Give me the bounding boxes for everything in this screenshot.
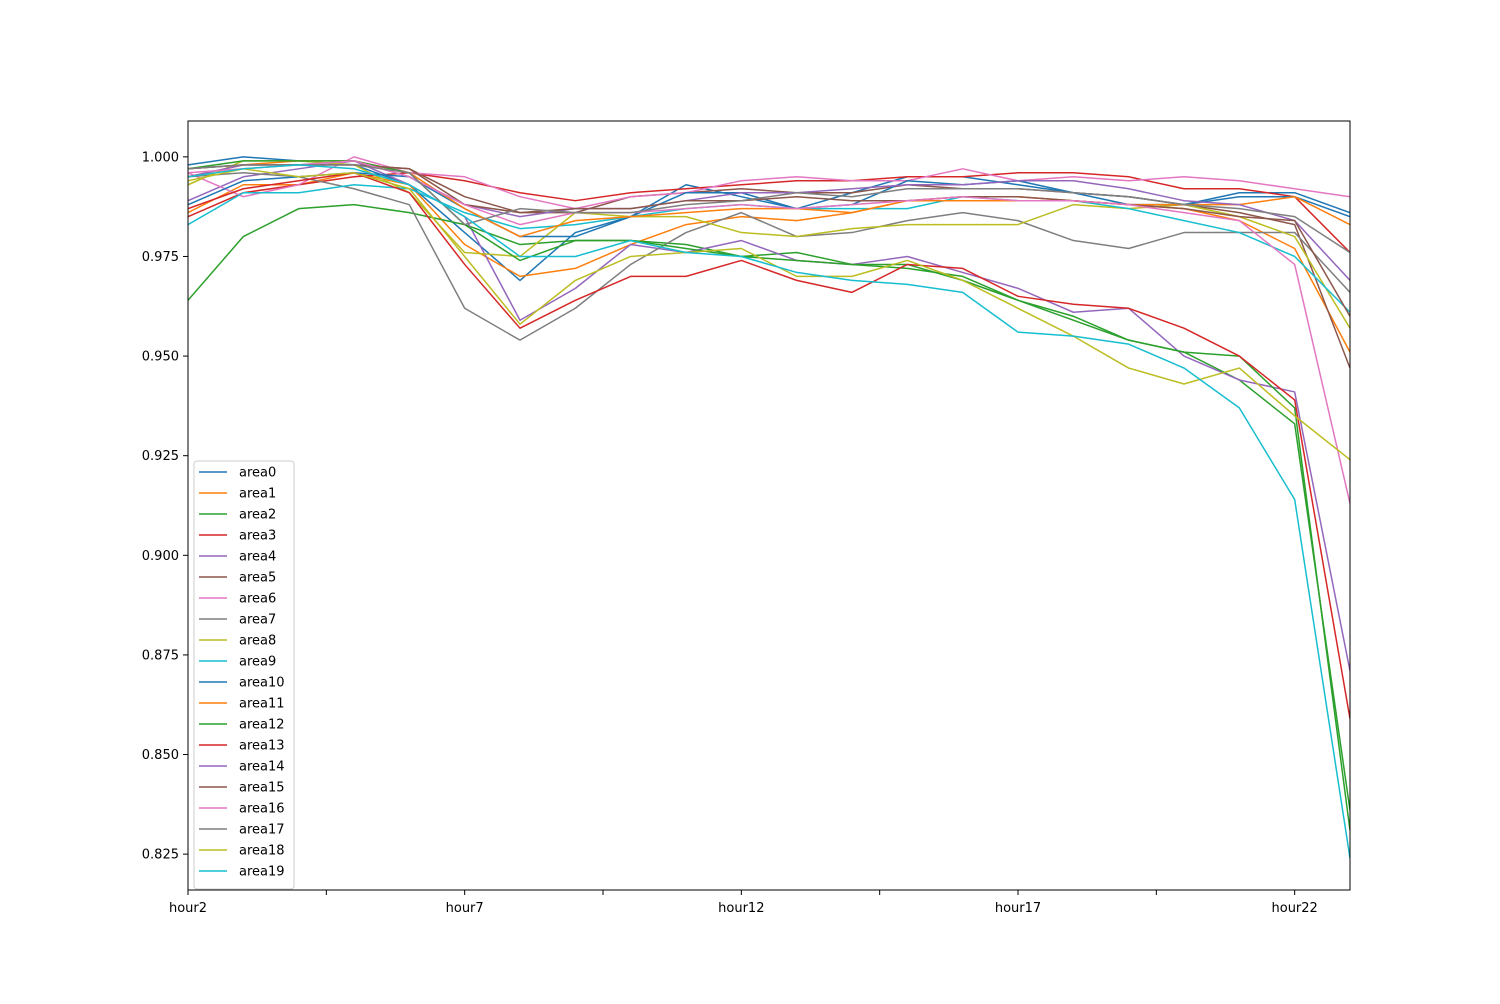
series-lines xyxy=(188,156,1350,859)
y-tick-label: 0.850 xyxy=(142,748,179,763)
legend-label-area2: area2 xyxy=(239,508,276,523)
series-line-area17 xyxy=(188,164,1350,254)
legend-label-area18: area18 xyxy=(239,844,285,859)
legend-label-area6: area6 xyxy=(239,592,276,607)
legend-label-area10: area10 xyxy=(239,676,285,691)
legend-label-area12: area12 xyxy=(239,718,285,733)
series-line-area7 xyxy=(188,172,1350,341)
series-line-area2 xyxy=(188,203,1350,811)
legend-label-area16: area16 xyxy=(239,802,285,817)
legend-label-area9: area9 xyxy=(239,655,276,670)
legend-label-area17: area17 xyxy=(239,823,285,838)
legend-label-area13: area13 xyxy=(239,739,285,754)
y-tick-label: 0.825 xyxy=(142,848,179,863)
x-tick-label: hour22 xyxy=(1272,901,1318,916)
y-tick-label: 0.925 xyxy=(142,449,179,464)
series-line-area16 xyxy=(188,160,1350,504)
x-tick-label: hour17 xyxy=(995,901,1041,916)
legend-label-area4: area4 xyxy=(239,550,276,565)
legend-label-area3: area3 xyxy=(239,529,276,544)
series-line-area19 xyxy=(188,164,1350,859)
series-line-area12 xyxy=(188,160,1350,831)
series-line-area5 xyxy=(188,164,1350,369)
legend-label-area0: area0 xyxy=(239,466,276,481)
y-tick-label: 0.975 xyxy=(142,250,179,265)
y-tick-label: 0.950 xyxy=(142,350,179,365)
plot-frame xyxy=(187,120,1351,891)
legend-label-area15: area15 xyxy=(239,781,285,796)
x-tick-label: hour2 xyxy=(169,901,207,916)
series-line-area18 xyxy=(188,168,1350,461)
y-axis: 0.825 0.850 0.875 0.900 0.925 0.950 0.975 1.000 xyxy=(142,150,188,863)
legend-label-area8: area8 xyxy=(239,634,276,649)
series-line-area6 xyxy=(188,156,1350,210)
x-tick-label: hour12 xyxy=(718,901,764,916)
y-tick-label: 1.000 xyxy=(142,150,179,165)
legend-label-area11: area11 xyxy=(239,697,285,712)
series-line-area15 xyxy=(188,164,1350,317)
legend-label-area7: area7 xyxy=(239,613,276,628)
legend-label-area5: area5 xyxy=(239,571,276,586)
series-line-area4 xyxy=(188,160,1350,671)
series-line-area13 xyxy=(188,172,1350,719)
y-tick-label: 0.875 xyxy=(142,648,179,663)
legend-label-area1: area1 xyxy=(239,487,276,502)
legend-label-area14: area14 xyxy=(239,760,285,775)
x-axis: hour2 hour7 hour12 hour17 hour22 xyxy=(169,890,1318,916)
x-tick-label: hour7 xyxy=(446,901,484,916)
legend-label-area19: area19 xyxy=(239,865,285,880)
legend-box xyxy=(193,460,295,890)
y-tick-label: 0.900 xyxy=(142,549,179,564)
legend: area0 area1 area2 area3 area4 area5 area6 area7… xyxy=(193,460,295,890)
